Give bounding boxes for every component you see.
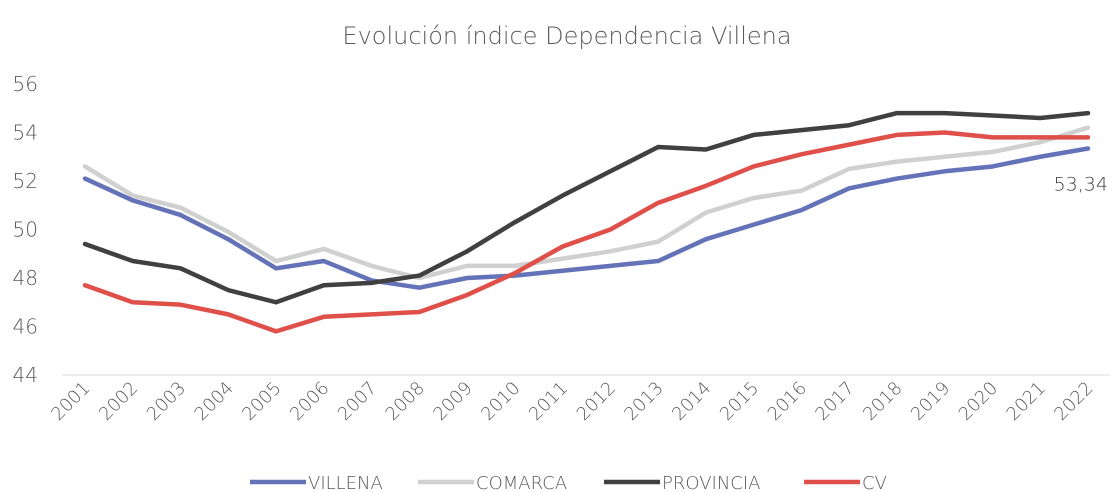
x-tick-label: 2003 xyxy=(143,378,190,425)
x-tick-label: 2011 xyxy=(525,378,572,425)
x-tick-label: 2006 xyxy=(286,378,333,425)
x-tick-label: 2022 xyxy=(1050,378,1097,425)
legend-label: CV xyxy=(862,473,887,492)
line-series xyxy=(82,125,1091,281)
x-tick-label: 2014 xyxy=(668,378,715,425)
legend-label: PROVINCIA xyxy=(662,473,761,492)
legend-label: VILLENA xyxy=(308,473,383,492)
x-tick-label: 2017 xyxy=(811,378,858,425)
x-tick-label: 2012 xyxy=(573,378,620,425)
line-series xyxy=(82,130,1091,334)
data-label: 53,34 xyxy=(1054,174,1108,196)
x-tick-label: 2021 xyxy=(1003,378,1050,425)
x-tick-label: 2005 xyxy=(238,378,285,425)
x-tick-label: 2002 xyxy=(95,378,142,425)
x-tick-label: 2004 xyxy=(191,378,238,425)
x-tick-label: 2015 xyxy=(716,378,763,425)
y-tick-label: 52 xyxy=(13,169,38,193)
x-tick-label: 2009 xyxy=(429,378,476,425)
x-tick-label: 2010 xyxy=(477,378,524,425)
y-tick-label: 50 xyxy=(13,218,38,242)
x-tick-label: 2013 xyxy=(620,378,667,425)
y-tick-label: 56 xyxy=(13,72,38,96)
y-tick-label: 54 xyxy=(13,121,38,145)
y-tick-label: 44 xyxy=(13,363,38,387)
x-tick-label: 2008 xyxy=(382,378,429,425)
x-tick-label: 2001 xyxy=(47,378,94,425)
y-tick-label: 48 xyxy=(13,266,38,290)
y-tick-label: 46 xyxy=(13,315,38,339)
line-series xyxy=(82,146,1091,290)
legend-label: COMARCA xyxy=(476,473,567,492)
x-tick-label: 2016 xyxy=(764,378,811,425)
chart-title: Evolución índice Dependencia Villena xyxy=(342,22,791,50)
x-tick-label: 2007 xyxy=(334,378,381,425)
line-series xyxy=(82,110,1091,305)
x-tick-label: 2020 xyxy=(955,378,1002,425)
x-tick-label: 2018 xyxy=(859,378,906,425)
x-tick-label: 2019 xyxy=(907,378,954,425)
